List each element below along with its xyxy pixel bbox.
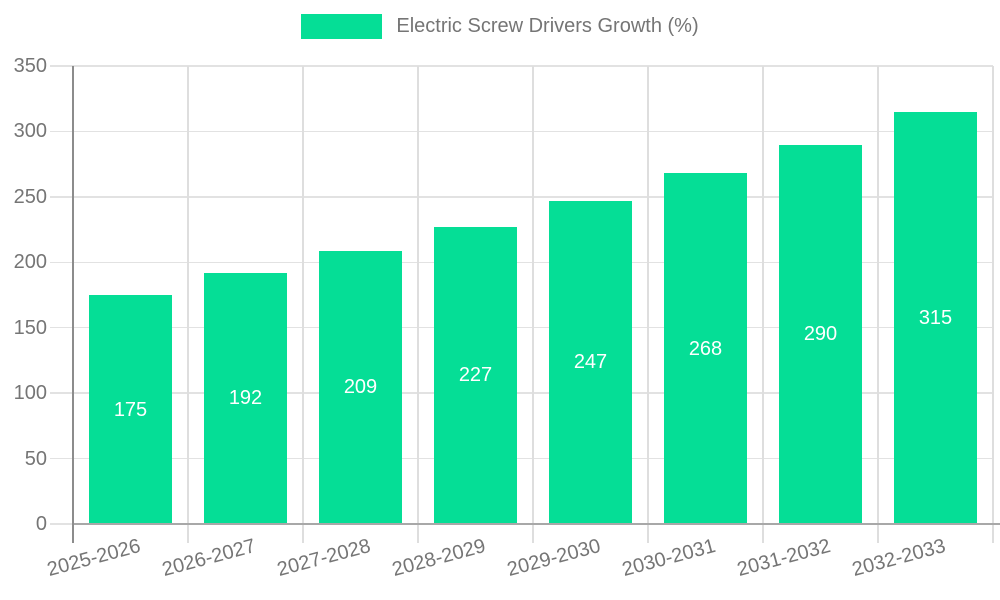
gridline-horizontal	[50, 65, 993, 67]
bar	[549, 200, 632, 524]
gridline-vertical	[992, 66, 994, 543]
gridline-vertical	[532, 66, 534, 543]
legend-label: Electric Screw Drivers Growth (%)	[396, 15, 699, 37]
bar-value-label: 315	[918, 306, 953, 329]
gridline-vertical	[302, 66, 304, 543]
y-axis-tick-label: 0	[35, 513, 47, 535]
gridline-horizontal	[50, 326, 993, 329]
bar	[434, 226, 517, 524]
gridline-horizontal	[50, 196, 993, 198]
bar-value-label: 290	[803, 323, 838, 346]
gridline-vertical	[417, 66, 419, 543]
y-axis-tick-label: 100	[13, 382, 47, 405]
bar	[89, 295, 172, 524]
y-axis-tick-label: 200	[13, 251, 47, 274]
gridline-vertical	[187, 66, 189, 543]
y-axis-tick-label: 350	[13, 55, 47, 77]
x-axis-line	[73, 523, 1000, 525]
y-axis-line	[71, 66, 75, 543]
y-axis-tick-label: 250	[13, 185, 47, 208]
bar-value-label: 192	[228, 387, 263, 410]
bar-value-label: 227	[458, 364, 493, 387]
bar-value-label: 268	[688, 337, 723, 360]
legend-swatch	[301, 14, 383, 39]
bar	[319, 250, 402, 524]
gridline-horizontal	[50, 457, 993, 460]
gridline-horizontal	[50, 130, 993, 133]
y-axis-tick-label: 300	[13, 120, 47, 143]
bar-value-label: 175	[113, 398, 148, 421]
bar-value-label: 209	[343, 376, 378, 399]
gridline-vertical	[762, 66, 764, 543]
bar	[779, 144, 862, 524]
gridline-horizontal	[50, 392, 993, 394]
bar-value-label: 247	[573, 351, 608, 374]
gridline-vertical	[647, 66, 649, 543]
y-axis-tick-label: 150	[13, 316, 47, 339]
gridline-vertical	[877, 66, 879, 543]
bar	[894, 111, 977, 524]
y-axis-tick-label: 50	[24, 447, 47, 470]
bar	[204, 272, 287, 524]
bar	[664, 173, 747, 524]
chart-legend[interactable]: Electric Screw Drivers Growth (%)	[0, 14, 1000, 39]
gridline-horizontal	[50, 261, 993, 264]
